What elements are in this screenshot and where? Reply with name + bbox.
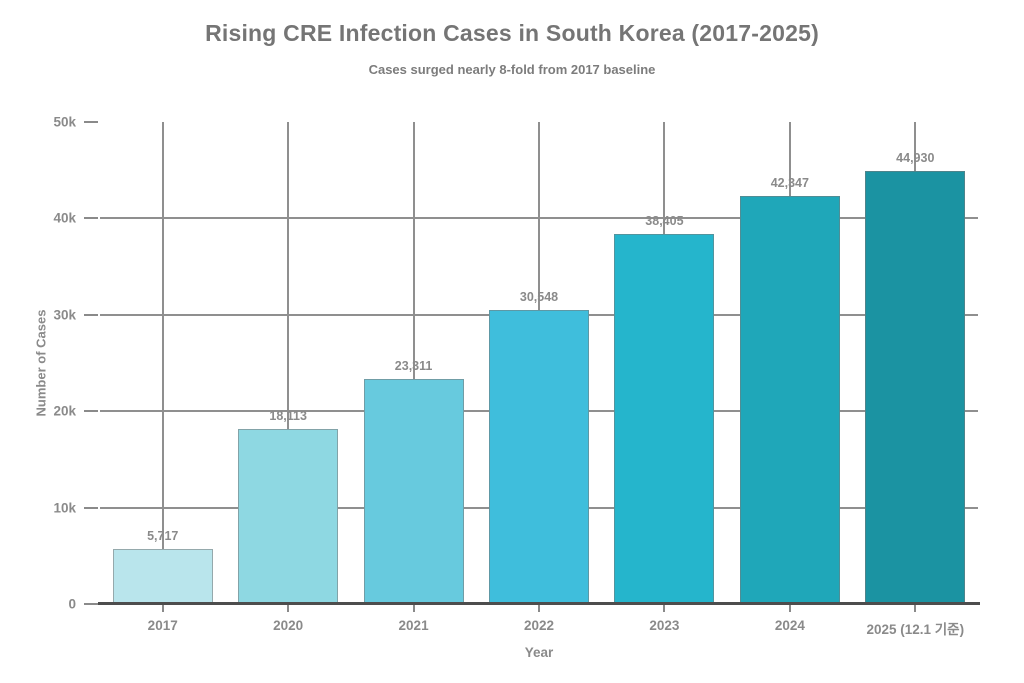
x-tick-mark [538,605,540,612]
y-tick-mark [84,603,98,605]
x-tick-label-2017: 2017 [147,618,178,633]
bar-2020 [238,429,338,604]
x-tick-mark [161,605,164,612]
bar-value-label: 5,717 [147,529,179,543]
bar-2023 [614,234,714,604]
x-tick-mark [412,605,415,612]
x-tick-mark [914,605,917,612]
x-tick-mark [287,605,290,612]
x-axis-title: Year [524,645,554,660]
bar-2021 [364,379,464,604]
y-tick-label-10k: 10k [53,500,76,516]
bar-value-label: 44,930 [896,151,935,165]
chart-title: Rising CRE Infection Cases in South Kore… [205,20,819,46]
y-axis-title: Number of Cases [33,309,49,417]
y-tick-mark [84,410,98,413]
y-tick-mark [84,121,98,123]
x-tick-label-2020: 2020 [273,618,304,633]
bar-value-label: 23,311 [394,359,433,373]
x-tick-label-2022: 2022 [523,618,555,633]
x-tick-mark [663,605,666,612]
vertical-gridline [161,122,164,604]
x-tick-mark [788,605,791,612]
y-tick-label-50k: 50k [53,114,76,130]
bar-2022 [489,310,589,604]
plot-area: 5,717 18,113 23,311 30,548 38,405 42,347 44,93… [53,115,980,637]
y-tick-label-0: 0 [68,596,76,612]
bar-value-label: 42,347 [770,176,809,190]
y-tick-label-20k: 20k [53,403,76,419]
y-tick-label-30k: 30k [53,307,76,323]
x-tick-label-2023: 2023 [649,618,680,633]
y-tick-mark [84,313,98,316]
x-tick-label-2025 (12.1 기준): 2025 (12.1 기준) [866,622,965,637]
vertical-gridline [287,122,290,604]
x-tick-label-2021: 2021 [398,618,429,633]
x-axis-line [98,602,980,605]
bar-value-label: 30,548 [519,290,559,304]
y-tick-label-40k: 40k [53,210,76,226]
bar-2025 (12.1 기준) [865,171,965,604]
bar-2024 [740,196,840,604]
vertical-gridline [412,122,415,604]
y-tick-mark [84,506,98,509]
chart-subtitle: Cases surged nearly 8-fold from 2017 bas… [368,62,656,77]
y-tick-mark [84,217,98,220]
x-tick-label-2024: 2024 [774,618,805,633]
bar-2017 [113,549,213,604]
horizontal-gridline [100,217,978,220]
bar-value-label: 18,113 [269,409,307,423]
bar-value-label: 38,405 [645,214,684,228]
